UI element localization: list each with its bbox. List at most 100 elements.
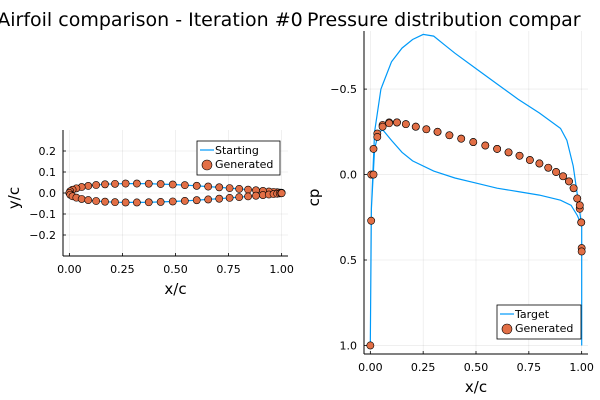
left-chart-title: Airfoil comparison - Iteration #0 [0, 9, 303, 31]
y-tick-label: 0.0 [39, 187, 57, 200]
y-tick-label: 0.2 [39, 145, 57, 158]
data-point [121, 198, 130, 207]
data-point [235, 193, 244, 202]
y-axis-label: y/c [5, 187, 23, 209]
data-point [111, 179, 119, 188]
data-point [445, 131, 454, 140]
x-tick-label: 0.50 [163, 263, 188, 276]
x-tick-label: 0.25 [110, 263, 135, 276]
legend-marker-swatch [501, 323, 513, 335]
data-point [378, 122, 387, 131]
airfoil-plot: 0.00 0.25 0.50 0.75 1.00 −0.2 −0.1 0.0 0.1 0.2 x/c… [5, 130, 294, 298]
data-point [515, 151, 524, 160]
data-point [225, 193, 234, 202]
data-point [101, 197, 109, 206]
data-point [565, 177, 573, 186]
data-point [180, 196, 189, 205]
y-tick-label: 1.0 [340, 339, 358, 352]
data-point [373, 133, 382, 141]
legend-box [196, 140, 281, 176]
x-tick-label: 1.00 [269, 263, 294, 276]
y-tick-label: 0.5 [340, 254, 358, 267]
data-point [215, 183, 224, 192]
data-point [225, 184, 234, 193]
data-point [401, 120, 410, 129]
data-point [559, 172, 567, 181]
data-point [422, 125, 431, 134]
data-point [575, 201, 584, 210]
data-point [481, 141, 490, 150]
x-tick-label: 0.75 [517, 361, 542, 374]
x-tick-label: 0.25 [411, 361, 436, 374]
y-tick-label: 0.1 [39, 166, 57, 179]
data-point [457, 134, 466, 143]
data-point [244, 185, 252, 194]
y-tick-label: −0.1 [29, 208, 56, 221]
data-point [369, 170, 378, 179]
data-point [252, 191, 260, 200]
legend-box [496, 304, 582, 340]
data-point [192, 181, 201, 190]
series-line-target [369, 33, 583, 346]
x-axis-label: x/c [164, 280, 186, 298]
x-axis-label: x/c [465, 378, 487, 396]
data-point [493, 145, 502, 153]
x-tick-label: 0.00 [358, 361, 383, 374]
right-chart-title: Pressure distribution compar [307, 9, 581, 31]
data-point [393, 118, 401, 127]
data-point [552, 168, 560, 176]
x-tick-label: 0.75 [216, 263, 241, 276]
data-point [92, 197, 101, 205]
data-point [111, 198, 119, 207]
legend-label: Generated [215, 158, 273, 171]
data-point [544, 163, 553, 172]
data-point [168, 197, 177, 206]
data-point [84, 182, 93, 190]
legend-label: Generated [515, 322, 573, 335]
data-point [385, 119, 394, 128]
data-point [192, 196, 201, 205]
legend-label: Target [514, 308, 550, 321]
data-point [504, 148, 513, 157]
data-point [366, 341, 375, 350]
data-point [525, 156, 534, 164]
y-tick-label: −0.2 [29, 229, 56, 242]
data-point [573, 194, 582, 203]
data-point [168, 180, 177, 189]
data-point [367, 216, 376, 225]
pressure-plot: 0.00 0.25 0.50 0.75 1.00 −0.5 0.0 0.5 1.0 x/c cp Ta… [305, 31, 594, 396]
data-point [132, 179, 141, 188]
y-tick-label: 0.0 [340, 169, 358, 182]
legend-marker-swatch [201, 159, 213, 171]
data-point [204, 195, 213, 204]
data-point [156, 198, 165, 206]
data-point [77, 195, 86, 203]
data-point [469, 138, 478, 146]
data-point [144, 179, 153, 188]
data-point [411, 122, 420, 131]
data-point [180, 181, 189, 190]
y-tick-label: −0.5 [330, 83, 357, 96]
x-tick-label: 0.00 [57, 263, 82, 276]
data-point [204, 182, 213, 191]
data-point [101, 180, 109, 189]
legend-label: Starting [215, 144, 259, 157]
data-point [577, 218, 586, 227]
x-tick-label: 1.00 [569, 361, 594, 374]
data-point [369, 145, 378, 153]
data-point [235, 184, 244, 193]
data-point [535, 159, 544, 168]
data-point [569, 184, 578, 193]
y-axis-label: cp [305, 189, 323, 207]
data-point [244, 192, 252, 201]
data-point [92, 181, 101, 189]
data-point [156, 180, 165, 188]
data-point [215, 194, 224, 203]
x-tick-label: 0.50 [464, 361, 489, 374]
data-point [433, 127, 442, 136]
data-point [84, 196, 93, 204]
data-point [277, 189, 286, 198]
data-point [121, 179, 130, 188]
